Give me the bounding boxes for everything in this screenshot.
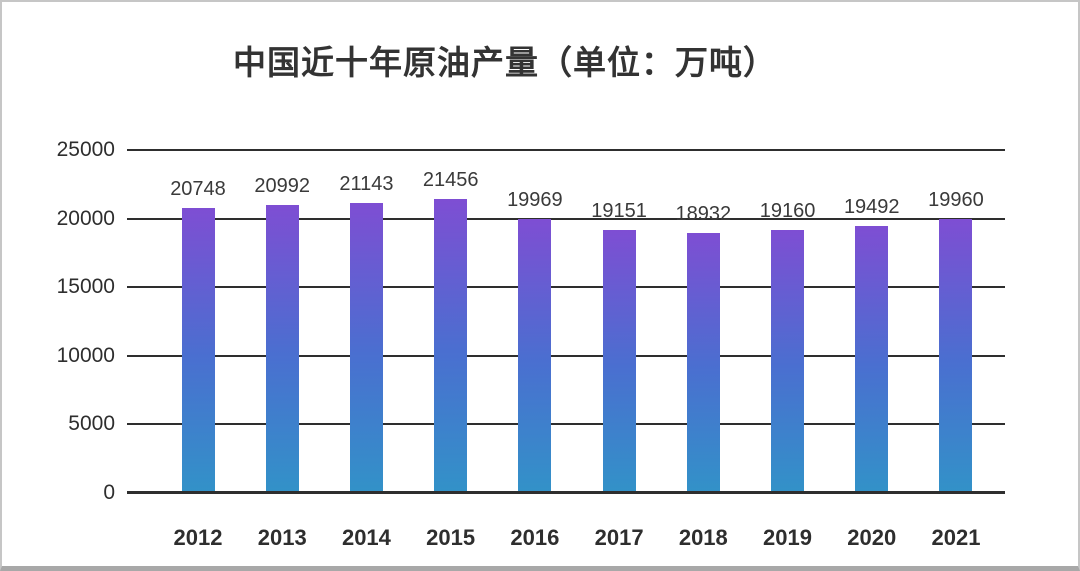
- bar-2020: [855, 225, 889, 493]
- chart-title: 中国近十年原油产量（单位：万吨）: [233, 44, 777, 81]
- bar-2021: [939, 219, 973, 493]
- bar-2014: [349, 202, 383, 493]
- bar-value-2018: 18932: [675, 203, 732, 226]
- bar-value-2016: 19969: [507, 189, 563, 212]
- x-tick-label-2020: 2020: [847, 525, 897, 550]
- bar-value-2013: 20992: [254, 175, 311, 197]
- bar-2019: [771, 230, 805, 493]
- gridline-5000: [127, 423, 1005, 426]
- bar-2016: [518, 219, 552, 493]
- x-tick-label-2013: 2013: [257, 525, 307, 550]
- x-tick-label-2017: 2017: [594, 525, 644, 550]
- gridline-10000: [127, 354, 1005, 357]
- y-axis: 0 5000 10000 15000 20000 25000: [2, 138, 115, 504]
- bar-2012: [181, 208, 215, 493]
- y-tick-label-20000: 20000: [56, 206, 115, 230]
- bar-value-2019: 19160: [759, 200, 816, 223]
- y-tick-label-10000: 10000: [56, 343, 115, 367]
- x-tick-label-2015: 2015: [426, 525, 476, 550]
- bar-2015: [434, 198, 468, 493]
- x-tick-label-2016: 2016: [510, 525, 560, 550]
- x-tick-label-2014: 2014: [341, 525, 391, 550]
- x-axis: 2012 2013 2014 2015 2016 2017 2018 2019 2020 2021: [127, 511, 1005, 561]
- bar-value-2015: 21456: [422, 168, 479, 191]
- x-axis-line: [127, 491, 1005, 494]
- bar-value-2020: 19492: [843, 195, 900, 218]
- y-tick-label-25000: 25000: [56, 138, 115, 161]
- y-tick-label-15000: 15000: [56, 275, 115, 299]
- bar-2018: [686, 233, 720, 493]
- y-tick-label-5000: 5000: [68, 412, 115, 436]
- bar-value-2021: 19960: [928, 189, 984, 212]
- x-tick-label-2018: 2018: [678, 525, 728, 550]
- x-tick-label-2012: 2012: [173, 525, 223, 550]
- bar-value-2012: 20748: [170, 178, 226, 201]
- plot-area: 20748 20992 21143 21456 19969 19151 18932 19160…: [127, 149, 1005, 494]
- gridline-15000: [127, 286, 1005, 289]
- gridline-25000: [127, 149, 1005, 151]
- y-tick-label-0: 0: [103, 481, 115, 504]
- x-tick-label-2019: 2019: [763, 525, 812, 550]
- gridline-20000: [127, 217, 1005, 220]
- bar-value-2014: 21143: [339, 172, 394, 195]
- bar-2013: [265, 205, 299, 493]
- x-tick-label-2021: 2021: [931, 525, 981, 550]
- bar-2017: [602, 230, 636, 493]
- bar-value-2017: 19151: [591, 200, 647, 223]
